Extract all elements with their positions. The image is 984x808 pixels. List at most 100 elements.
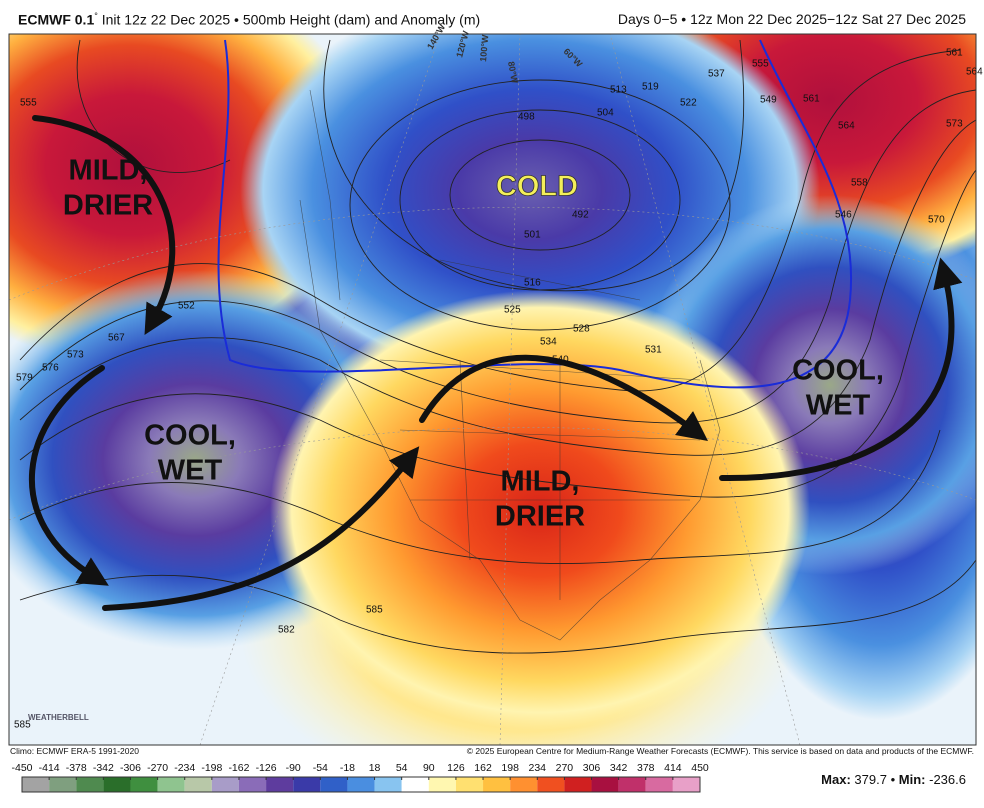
colorbar-segment	[238, 777, 267, 792]
contour-label: 582	[278, 625, 295, 636]
annotation: DRIER	[63, 190, 153, 222]
period: Days 0−5 • 12z Mon 22 Dec 2025−12z Sat 2…	[617, 11, 966, 27]
contour-label: 519	[642, 82, 659, 93]
contour-label: 576	[42, 363, 59, 374]
colorbar-tick-label: -270	[147, 762, 168, 774]
colorbar-segment	[130, 777, 158, 792]
colorbar-frame	[21, 776, 701, 793]
contour-label: 504	[597, 108, 614, 119]
annotation: WET	[158, 455, 223, 487]
contour-label: 570	[928, 215, 945, 226]
colorbar-segment	[76, 777, 104, 792]
contour-label: 513	[610, 85, 627, 96]
contour-label: 546	[835, 210, 852, 221]
colorbar-segment	[293, 777, 321, 792]
colorbar-tick-label: 162	[474, 762, 492, 774]
contour-label: 573	[946, 119, 963, 130]
colorbar-segment	[483, 777, 511, 792]
colorbar-segment	[347, 777, 375, 792]
colorbar-tick-label: -414	[39, 762, 60, 774]
colorbar-tick-label: 342	[610, 762, 628, 774]
contour-label: 501	[524, 230, 541, 241]
colorbar-segment	[645, 777, 673, 792]
colorbar-tick-label: -198	[201, 762, 222, 774]
contour-label: 534	[540, 337, 557, 348]
colorbar-tick-label: 90	[423, 762, 435, 774]
colorbar-tick-label: 18	[369, 762, 381, 774]
colorbar-segment	[591, 777, 619, 792]
colorbar-tick-label: -126	[256, 762, 277, 774]
contour-label: 564	[966, 67, 983, 78]
annotation: DRIER	[495, 501, 585, 533]
colorbar-segment	[211, 777, 239, 792]
contour-label: 537	[708, 69, 725, 80]
contour-label: 567	[108, 333, 125, 344]
max-min: Max: 379.7 • Min: -236.6	[821, 772, 966, 787]
max-value: 379.7	[854, 772, 887, 787]
contour-label: 498	[518, 112, 535, 123]
colorbar-tick-label: -378	[66, 762, 87, 774]
contour-label: 522	[680, 98, 697, 109]
colorbar-tick-label: 234	[529, 762, 547, 774]
contour-label: 531	[645, 345, 662, 356]
colorbar: -450 -414 -378 -342 -306 -270 -234 -198 -162 -126…	[11, 762, 709, 793]
annotation: COOL,	[792, 355, 884, 387]
contour-label: 561	[803, 94, 820, 105]
colorbar-tick-label: 126	[447, 762, 465, 774]
contour-label: 525	[504, 305, 521, 316]
colorbar-tick-label: 378	[637, 762, 655, 774]
contour-label: 540	[552, 355, 569, 366]
colorbar-tick-label: -306	[120, 762, 141, 774]
colorbar-segment	[374, 777, 402, 792]
contour-label: 558	[851, 178, 868, 189]
title-mark: °	[94, 11, 98, 21]
longitude-label: 80°W	[506, 61, 520, 85]
colorbar-tick-label: 54	[396, 762, 408, 774]
subtitle: Init 12z 22 Dec 2025 • 500mb Height (dam…	[101, 11, 481, 28]
colorbar-segment	[103, 777, 131, 792]
longitude-label: 100°W	[478, 34, 490, 62]
contour-label: 555	[752, 59, 769, 70]
colorbar-tick-label: -54	[313, 762, 328, 774]
colorbar-segment	[184, 777, 212, 792]
contour-label: 492	[572, 210, 589, 221]
contour-label: 552	[178, 301, 195, 312]
colorbar-segment	[455, 777, 484, 792]
contour-label: 561	[946, 48, 963, 59]
colorbar-tick-label: -342	[93, 762, 114, 774]
contour-label: 585	[366, 605, 383, 616]
max-label: Max:	[821, 772, 851, 787]
colorbar-segment	[401, 777, 429, 792]
colorbar-tick-label: 450	[691, 762, 709, 774]
colorbar-tick-label: 270	[556, 762, 574, 774]
colorbar-segment	[618, 777, 646, 792]
colorbar-segment	[537, 777, 565, 792]
colorbar-segment	[22, 777, 50, 792]
climo-note: Climo: ECMWF ERA-5 1991-2020	[10, 746, 139, 756]
colorbar-segment	[510, 777, 538, 792]
contour-label: 516	[524, 278, 541, 289]
colorbar-tick-label: -234	[174, 762, 195, 774]
contour-label: 564	[838, 121, 855, 132]
colorbar-tick-label: -18	[340, 762, 355, 774]
annotation: MILD,	[501, 466, 580, 498]
flow-arrows	[29, 115, 963, 611]
contour-label: 585	[14, 720, 31, 731]
contour-label: 573	[67, 350, 84, 361]
colorbar-tick-label: 414	[664, 762, 682, 774]
colorbar-segment	[564, 777, 592, 792]
colorbar-tick-label: -90	[286, 762, 301, 774]
logo: WEATHERBELL	[28, 713, 89, 722]
colorbar-segment	[266, 777, 294, 792]
colorbar-tick-label: 306	[583, 762, 601, 774]
min-value: -236.6	[929, 772, 966, 787]
annotation: COLD	[496, 171, 578, 203]
title: ECMWF 0.1	[18, 11, 95, 28]
header-left: ECMWF 0.1° Init 12z 22 Dec 2025 • 500mb …	[18, 11, 480, 28]
colorbar-tick-label: -162	[228, 762, 249, 774]
colorbar-segment	[49, 777, 77, 792]
colorbar-tick-label: -450	[11, 762, 32, 774]
